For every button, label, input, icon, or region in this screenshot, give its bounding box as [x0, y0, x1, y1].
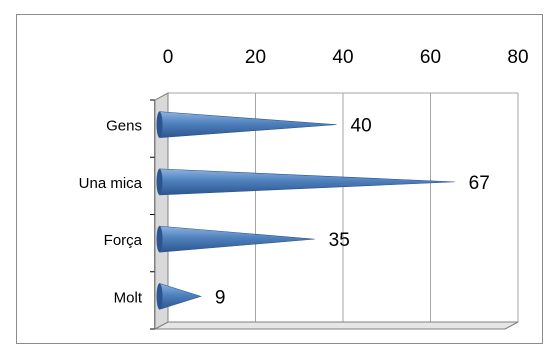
bar-base	[156, 111, 163, 138]
bar	[159, 282, 202, 310]
data-labels: 40 67 35 9	[215, 116, 490, 309]
data-label: 9	[215, 287, 226, 308]
x-tick-label: 80	[507, 47, 528, 68]
x-tick-label: 20	[245, 47, 266, 68]
x-tick-label: 40	[332, 47, 353, 68]
category-labels: Gens Una mica Força Molt	[79, 118, 143, 307]
data-label: 40	[351, 116, 372, 137]
bar-chart: 0 20 40 60 80 Gens Una mica Força Molt 40 67 35 9	[79, 47, 529, 330]
bar	[159, 168, 455, 196]
data-label: 35	[329, 230, 350, 251]
bars	[156, 111, 455, 310]
category-label: Molt	[114, 289, 143, 306]
x-tick-label: 60	[420, 47, 441, 68]
bar	[159, 111, 337, 138]
category-label: Una mica	[79, 175, 143, 192]
chart-floor	[154, 321, 519, 330]
bar-base	[156, 226, 163, 253]
x-tick-label: 0	[163, 47, 174, 68]
chart-walls	[154, 92, 519, 330]
bar-base	[156, 168, 163, 195]
bar	[159, 225, 315, 253]
data-label: 67	[469, 173, 490, 194]
category-label: Força	[104, 232, 143, 249]
bar-base	[156, 283, 163, 310]
category-label: Gens	[106, 118, 142, 135]
x-axis-ticks: 0 20 40 60 80	[163, 47, 529, 68]
